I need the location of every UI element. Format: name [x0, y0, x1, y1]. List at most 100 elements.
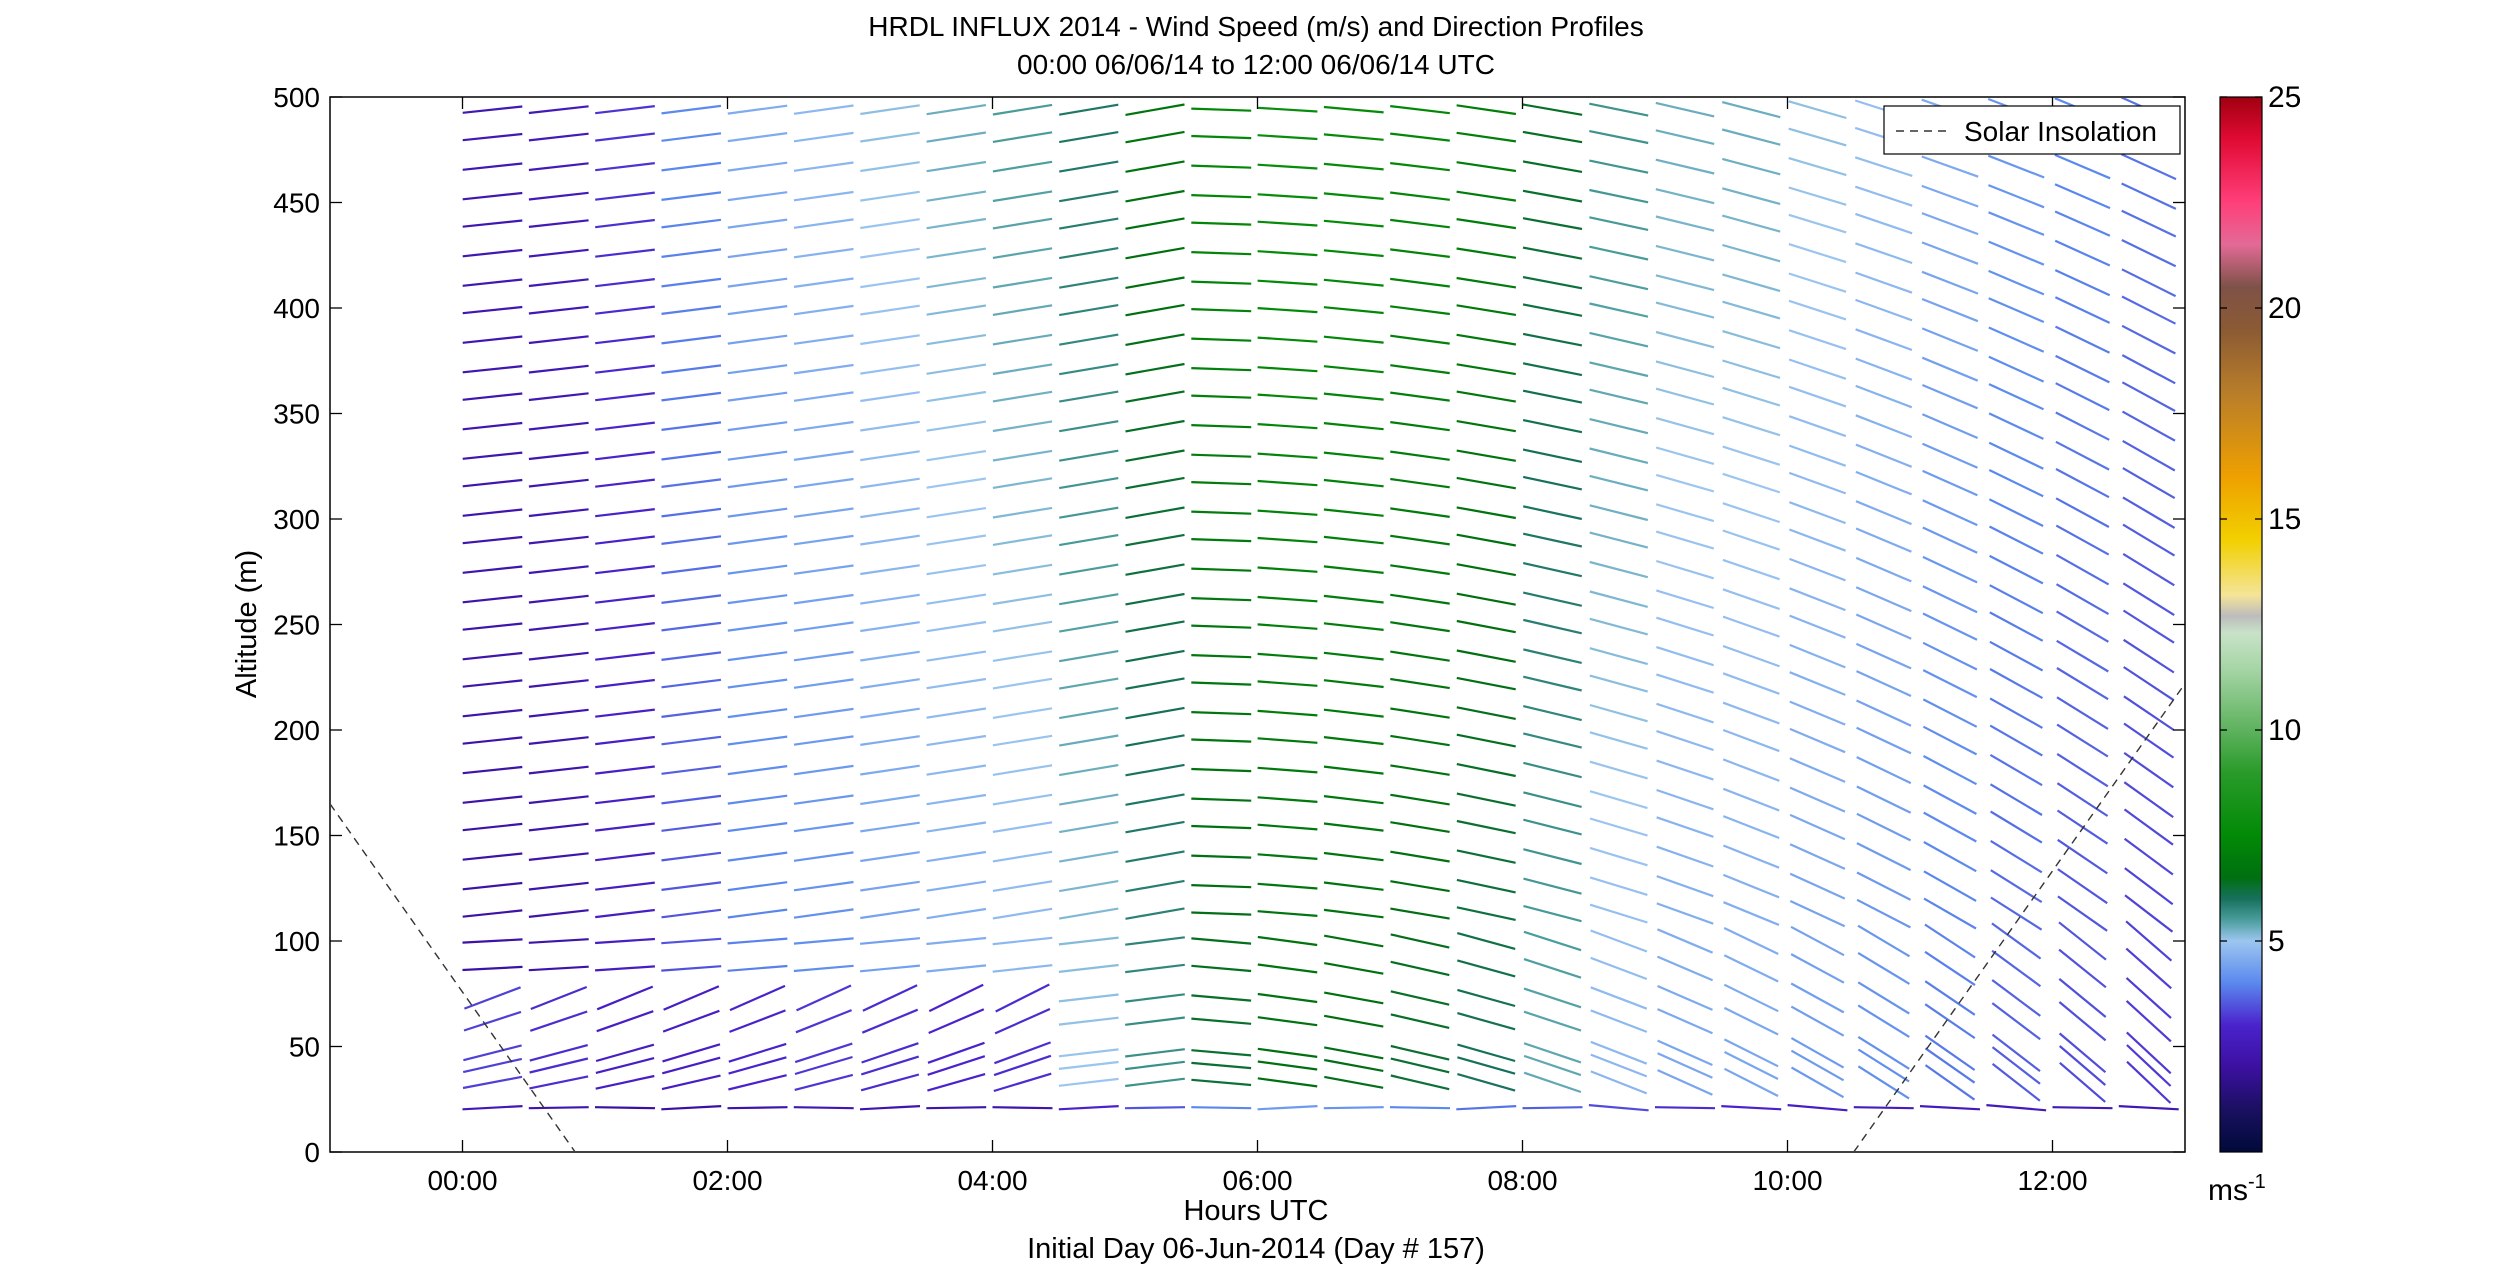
- wind-barb: [528, 708, 589, 718]
- wind-barb: [1589, 361, 1649, 378]
- wind-barb: [464, 986, 521, 1010]
- wind-barb: [1390, 507, 1450, 518]
- wind-barb: [1059, 793, 1119, 806]
- wind-barb: [462, 708, 523, 718]
- wind-barb: [1788, 299, 1847, 321]
- wind-barb: [1522, 332, 1583, 347]
- wind-barb: [661, 708, 722, 718]
- wind-barb: [1589, 275, 1649, 291]
- wind-barb: [926, 677, 987, 690]
- wind-barb: [1522, 130, 1583, 144]
- wind-barb: [1257, 1047, 1318, 1058]
- wind-barb: [727, 794, 788, 805]
- wind-barb: [1590, 1040, 1648, 1065]
- wind-barb: [793, 534, 854, 546]
- wind-barb: [1257, 1077, 1318, 1088]
- wind-barb: [727, 450, 788, 461]
- wind-barb: [2055, 524, 2110, 556]
- wind-barb: [1257, 536, 1318, 544]
- wind-barb: [860, 534, 920, 546]
- wind-barb: [528, 881, 589, 891]
- wind-barb: [595, 535, 655, 545]
- wind-barb: [926, 850, 987, 863]
- wind-barb: [992, 247, 1053, 259]
- wind-barb: [462, 162, 523, 171]
- wind-barb: [1523, 1071, 1582, 1094]
- wind-barb: [1855, 527, 1912, 553]
- wind-barb: [528, 219, 589, 228]
- wind-barb: [1390, 960, 1450, 977]
- wind-barb: [1856, 756, 1912, 785]
- wind-barb: [1456, 476, 1516, 490]
- wind-barb: [1191, 624, 1252, 629]
- wind-barb: [1456, 218, 1517, 230]
- y-tick-label: 100: [273, 926, 320, 957]
- wind-barb: [2055, 354, 2110, 384]
- wind-barb: [2121, 239, 2177, 268]
- wind-barb: [1656, 902, 1714, 925]
- wind-barb: [2054, 239, 2111, 267]
- wind-barb: [1456, 420, 1516, 433]
- wind-barb: [1456, 563, 1516, 577]
- wind-barb: [1855, 500, 1912, 526]
- wind-barb: [2122, 467, 2176, 500]
- wind-barb: [1788, 415, 1847, 438]
- wind-barb: [1390, 248, 1450, 258]
- wind-barb: [1191, 711, 1252, 716]
- wind-barb: [595, 105, 655, 115]
- wind-barb: [2055, 583, 2110, 616]
- wind-barb: [1589, 418, 1649, 435]
- wind-barb: [1390, 218, 1450, 229]
- wind-barb: [595, 508, 655, 518]
- wind-barb: [796, 984, 852, 1012]
- wind-barb: [1589, 617, 1648, 636]
- wind-barb: [1125, 820, 1185, 834]
- wind-barb: [1456, 363, 1516, 376]
- wind-barb: [928, 1008, 985, 1035]
- colorbar-tick-label: 5: [2268, 925, 2285, 958]
- wind-barb: [1589, 504, 1649, 522]
- wind-barb: [2052, 1106, 2113, 1110]
- wind-barb: [1059, 304, 1119, 317]
- wind-barb: [926, 1106, 987, 1110]
- wind-barb: [2057, 838, 2108, 875]
- wind-barb: [1724, 1051, 1779, 1080]
- wind-barb: [1790, 1049, 1845, 1082]
- wind-barb: [1523, 1010, 1582, 1032]
- wind-barb: [2056, 782, 2109, 817]
- wind-barb: [1191, 424, 1252, 429]
- wind-barb: [926, 390, 987, 403]
- wind-barb: [1257, 882, 1318, 890]
- wind-barb: [793, 218, 854, 229]
- wind-barb: [1988, 412, 2044, 440]
- wind-barb: [993, 1054, 1052, 1077]
- wind-barb: [1522, 276, 1583, 290]
- wind-barb: [1991, 1033, 2041, 1072]
- wind-barb: [661, 421, 722, 431]
- wind-barb: [1923, 784, 1977, 815]
- wind-barb: [1523, 732, 1582, 749]
- wind-barb: [1323, 679, 1384, 689]
- wind-barb: [992, 850, 1053, 863]
- wind-barb: [1989, 640, 2044, 672]
- wind-barb: [662, 1009, 720, 1033]
- wind-barb: [1522, 475, 1583, 491]
- wind-barb: [793, 735, 854, 746]
- wind-barb: [1390, 907, 1450, 920]
- wind-barb: [1522, 160, 1583, 173]
- wind-barb: [1788, 157, 1847, 177]
- wind-barb: [1191, 194, 1252, 199]
- wind-barb: [1257, 423, 1318, 430]
- wind-barb: [1257, 853, 1318, 860]
- y-tick-label: 450: [273, 188, 320, 219]
- wind-barb: [1722, 330, 1781, 350]
- wind-barb: [1059, 333, 1119, 346]
- wind-barb: [595, 132, 655, 142]
- wind-barb: [727, 651, 788, 662]
- x-axis-sublabel: Initial Day 06-Jun-2014 (Day # 157): [1027, 1233, 1485, 1265]
- wind-barb: [1655, 503, 1715, 523]
- wind-barb: [1456, 649, 1516, 663]
- wind-barb: [1856, 871, 1911, 901]
- wind-barb: [1656, 955, 1714, 982]
- wind-barb: [1853, 1106, 1914, 1110]
